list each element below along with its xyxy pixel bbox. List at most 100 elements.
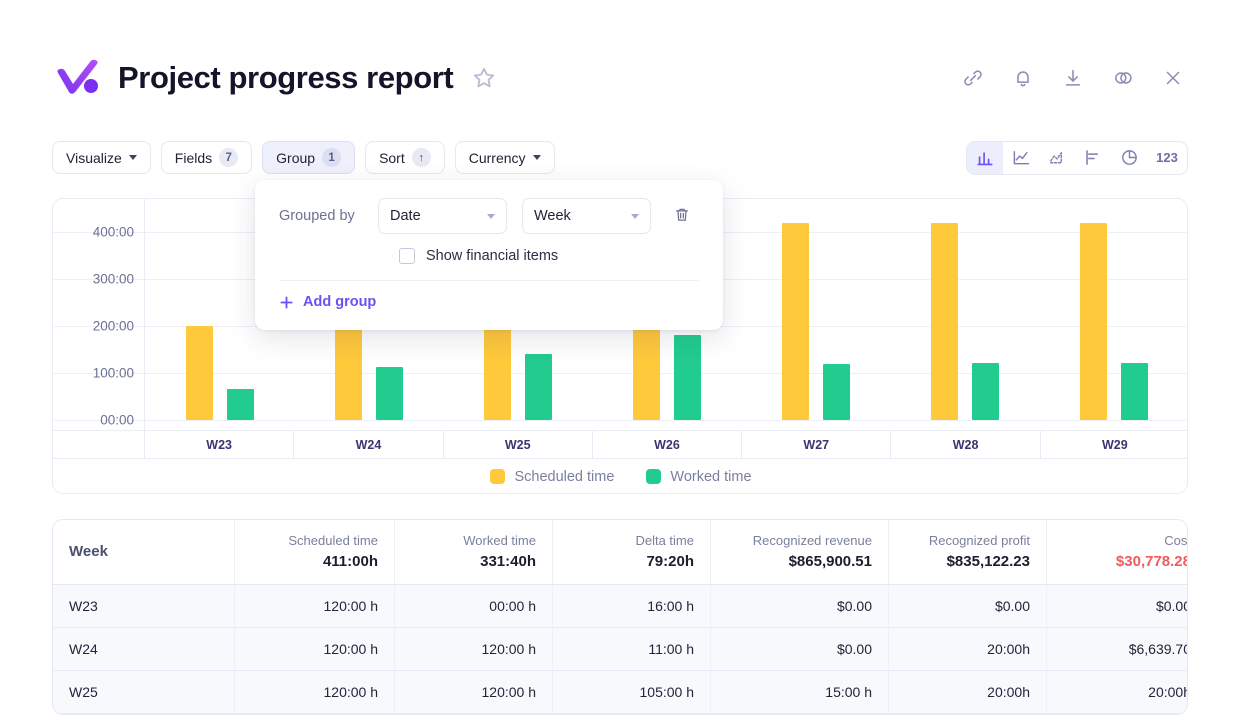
table-header-recognized-profit[interactable]: Recognized profit $835,122.23 bbox=[889, 520, 1047, 584]
bar-group-w28 bbox=[891, 199, 1040, 430]
table-cell: 00:00 h bbox=[395, 585, 553, 627]
bar-group-w26 bbox=[592, 199, 741, 430]
download-icon[interactable] bbox=[1058, 63, 1088, 93]
bar-w26-scheduled[interactable] bbox=[632, 328, 660, 420]
x-tick-label-w26: W26 bbox=[593, 431, 743, 458]
show-financial-items-checkbox[interactable] bbox=[399, 248, 415, 264]
y-tick-label: 400:00 bbox=[92, 224, 134, 240]
table-header-week[interactable]: Week bbox=[53, 520, 235, 584]
table-cell: 120:00 h bbox=[395, 671, 553, 713]
link-icon[interactable] bbox=[958, 63, 988, 93]
bar-w24-scheduled[interactable] bbox=[334, 323, 362, 420]
trash-icon[interactable] bbox=[672, 205, 694, 227]
pie-chart-icon[interactable] bbox=[1111, 142, 1147, 174]
bar-w28-scheduled[interactable] bbox=[931, 222, 959, 420]
chevron-down-icon bbox=[631, 213, 639, 219]
bell-icon[interactable] bbox=[1008, 63, 1038, 93]
merge-circles-icon[interactable] bbox=[1108, 63, 1138, 93]
fields-count-badge: 7 bbox=[219, 148, 239, 167]
table-header-scheduled-time[interactable]: Scheduled time 411:00h bbox=[235, 520, 395, 584]
table-cell: $0.00 bbox=[711, 585, 889, 627]
table-cell: $0.00 bbox=[1155, 598, 1188, 614]
bar-group-w23 bbox=[145, 199, 294, 430]
table-header-worked-time[interactable]: Worked time 331:40h bbox=[395, 520, 553, 584]
legend-item-worked-time[interactable]: Worked time bbox=[646, 469, 752, 485]
number-view-icon[interactable]: 123 bbox=[1156, 150, 1178, 165]
bar-w25-worked[interactable] bbox=[524, 354, 552, 420]
bar-w23-worked[interactable] bbox=[226, 389, 254, 420]
bar-w23-scheduled[interactable] bbox=[185, 326, 213, 420]
table-header-cost[interactable]: Cost $30,778.28 bbox=[1047, 520, 1188, 584]
legend-item-scheduled-time[interactable]: Scheduled time bbox=[490, 469, 614, 485]
table-cell: 105:00 h bbox=[553, 671, 711, 713]
chevron-down-icon bbox=[128, 155, 137, 160]
bar-w27-scheduled[interactable] bbox=[782, 222, 810, 420]
table-cell: 15:00 h bbox=[711, 671, 889, 713]
bar-group-w27 bbox=[742, 199, 891, 430]
horizontal-bar-chart-icon[interactable] bbox=[1075, 142, 1111, 174]
table-header-label: Cost bbox=[1164, 533, 1188, 549]
table-cell: $6,639.70 bbox=[1128, 641, 1188, 657]
table-header-label: Scheduled time bbox=[288, 533, 378, 549]
productive-check-logo bbox=[57, 59, 98, 94]
table-header-delta-time[interactable]: Delta time 79:20h bbox=[553, 520, 711, 584]
bar-w29-scheduled[interactable] bbox=[1080, 222, 1108, 420]
table-cell: W25 bbox=[53, 671, 235, 713]
bar-w26-worked[interactable] bbox=[673, 335, 701, 420]
table-header-label: Delta time bbox=[635, 533, 694, 549]
table-header-label: Worked time bbox=[463, 533, 536, 549]
currency-label: Currency bbox=[468, 149, 526, 166]
y-tick-label: 200:00 bbox=[92, 318, 134, 334]
plus-icon bbox=[280, 295, 293, 309]
bar-w24-worked[interactable] bbox=[375, 367, 403, 420]
y-tick-label: 100:00 bbox=[92, 365, 134, 381]
table-row[interactable]: W23 120:00 h 00:00 h 16:00 h $0.00 $0.00 $0.00 bbox=[53, 585, 1187, 628]
table-cell: 20:00h bbox=[889, 628, 1047, 670]
group-field-select[interactable]: Date bbox=[378, 198, 507, 234]
popover-divider bbox=[279, 280, 699, 281]
fields-label: Fields bbox=[174, 149, 213, 166]
table-cell: 120:00 h bbox=[235, 671, 395, 713]
bar-w28-worked[interactable] bbox=[972, 362, 1000, 420]
bar-w27-worked[interactable] bbox=[823, 363, 851, 420]
group-popover: Grouped by Date Week Show financial item… bbox=[255, 180, 723, 330]
table-cell: W23 bbox=[53, 585, 235, 627]
x-tick-label-w29: W29 bbox=[1101, 437, 1128, 452]
legend-swatch-icon bbox=[490, 469, 506, 484]
bar-chart-icon[interactable] bbox=[967, 141, 1003, 174]
table-header-recognized-revenue[interactable]: Recognized revenue $865,900.51 bbox=[711, 520, 889, 584]
chart-x-axis: W23 W24 W25 W26 W27 W28 W29 bbox=[53, 430, 1187, 459]
sort-button[interactable]: Sort ↑ bbox=[365, 141, 445, 174]
visualization-type-group: 123 bbox=[966, 140, 1188, 175]
sort-label: Sort bbox=[379, 149, 405, 166]
y-tick-label: 300:00 bbox=[92, 271, 134, 287]
header-actions bbox=[958, 63, 1188, 93]
add-group-button[interactable]: Add group bbox=[255, 281, 723, 310]
fields-button[interactable]: Fields 7 bbox=[160, 141, 253, 174]
currency-button[interactable]: Currency bbox=[454, 141, 555, 174]
table-cell: 120:00 h bbox=[235, 585, 395, 627]
table-row[interactable]: W24 120:00 h 120:00 h 11:00 h $0.00 20:00h $6,… bbox=[53, 628, 1187, 671]
legend-swatch-icon bbox=[646, 469, 662, 484]
close-icon[interactable] bbox=[1158, 63, 1188, 93]
group-field-value: Date bbox=[390, 208, 421, 224]
group-button[interactable]: Group 1 bbox=[262, 141, 356, 174]
group-interval-select[interactable]: Week bbox=[522, 198, 651, 234]
page-title: Project progress report bbox=[118, 60, 454, 95]
table-header-label: Week bbox=[69, 542, 108, 560]
table-row[interactable]: W25 120:00 h 120:00 h 105:00 h 15:00 h 20:00h… bbox=[53, 671, 1187, 714]
bar-w25-scheduled[interactable] bbox=[483, 328, 511, 420]
table-cell: $0.00 bbox=[889, 585, 1047, 627]
visualize-button[interactable]: Visualize bbox=[52, 141, 151, 174]
area-chart-icon[interactable] bbox=[1039, 142, 1075, 174]
table-header-summary: $865,900.51 bbox=[788, 552, 872, 570]
table-header-label: Recognized profit bbox=[928, 533, 1030, 549]
arrow-up-icon: ↑ bbox=[411, 148, 431, 167]
star-outline-icon[interactable] bbox=[469, 63, 499, 93]
line-chart-icon[interactable] bbox=[1003, 142, 1039, 174]
show-financial-items-row[interactable]: Show financial items bbox=[255, 234, 723, 264]
bar-w29-worked[interactable] bbox=[1121, 362, 1149, 420]
report-toolbar: Visualize Fields 7 Group 1 Sort ↑ Curren… bbox=[52, 140, 1188, 175]
x-tick-label-w23: W23 bbox=[145, 431, 295, 458]
